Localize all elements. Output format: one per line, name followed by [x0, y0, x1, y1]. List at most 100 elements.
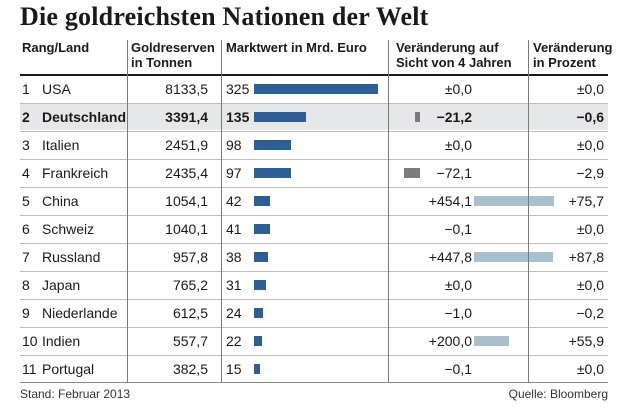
- change-pct-cell: −0,2: [576, 305, 604, 321]
- header-reserves-line1: Goldreserven: [131, 40, 215, 55]
- market-value-label: 24: [226, 305, 242, 321]
- country-cell: Schweiz: [42, 221, 95, 237]
- row-divider: [20, 215, 608, 216]
- reserves-cell: 382,5: [172, 361, 208, 377]
- change-4y-cell: −0,1: [444, 221, 472, 237]
- market-value-bar: [254, 112, 306, 122]
- row-divider: [20, 327, 608, 328]
- footer-date: Stand: Februar 2013: [20, 387, 131, 401]
- row-divider: [20, 355, 608, 356]
- column-divider: [528, 40, 529, 382]
- change-4y-cell: −21,2: [436, 109, 472, 125]
- reserves-cell: 612,5: [172, 305, 208, 321]
- rank-cell: 7: [22, 249, 30, 265]
- country-cell: Niederlande: [42, 305, 118, 321]
- change-pct-cell: ±0,0: [576, 277, 604, 293]
- header-change-pct: Veränderung in Prozent: [533, 40, 612, 70]
- market-value-bar: [254, 280, 266, 290]
- country-cell: Japan: [42, 277, 81, 293]
- table-row: 7 Russland 957,8 38 +447,8 +87,8: [20, 244, 608, 270]
- header-change-4y-line2: Sicht von 4 Jahren: [396, 55, 512, 70]
- row-divider: [20, 159, 608, 160]
- market-value-bar: [254, 196, 271, 206]
- change-pct-cell: ±0,0: [576, 137, 604, 153]
- market-value-label: 98: [226, 137, 242, 153]
- reserves-cell: 2451,9: [165, 137, 208, 153]
- reserves-cell: 765,2: [172, 277, 208, 293]
- market-value-bar: [254, 140, 292, 150]
- header-market: Marktwert in Mrd. Euro: [226, 40, 367, 55]
- country-cell: Portugal: [42, 361, 95, 377]
- change-pct-cell: −0,6: [576, 109, 604, 125]
- market-value-label: 325: [226, 81, 250, 97]
- market-value-label: 15: [226, 361, 242, 377]
- market-value-label: 22: [226, 333, 242, 349]
- row-divider: [20, 131, 608, 132]
- country-cell: Russland: [42, 249, 101, 265]
- change-4y-bar: [404, 168, 420, 178]
- table-row: 3 Italien 2451,9 98 ±0,0 ±0,0: [20, 132, 608, 158]
- market-value-bar: [254, 168, 291, 178]
- table-row: 9 Niederlande 612,5 24 −1,0 −0,2: [20, 300, 608, 326]
- footer-source: Quelle: Bloomberg: [508, 387, 608, 401]
- change-4y-cell: ±0,0: [444, 137, 472, 153]
- table-row: 8 Japan 765,2 31 ±0,0 ±0,0: [20, 272, 608, 298]
- reserves-cell: 1054,1: [165, 193, 208, 209]
- market-value-bar: [254, 364, 260, 374]
- rank-cell: 11: [22, 361, 37, 377]
- change-4y-cell: −1,0: [444, 305, 472, 321]
- rank-cell: 10: [22, 333, 38, 349]
- country-cell: Indien: [42, 333, 81, 349]
- country-cell: Deutschland: [42, 109, 127, 125]
- change-pct-cell: ±0,0: [576, 221, 604, 237]
- market-value-bar: [254, 84, 378, 94]
- country-cell: Italien: [42, 137, 80, 153]
- header-reserves: Goldreserven in Tonnen: [131, 40, 215, 70]
- market-value-label: 38: [226, 249, 242, 265]
- table-row: 6 Schweiz 1040,1 41 −0,1 ±0,0: [20, 216, 608, 242]
- header-land: Rang/Land: [22, 40, 90, 55]
- row-divider: [20, 271, 608, 272]
- row-divider: [20, 243, 608, 244]
- market-value-label: 42: [226, 193, 242, 209]
- market-value-bar: [254, 308, 264, 318]
- change-4y-cell: −0,1: [444, 361, 472, 377]
- market-value-label: 31: [226, 277, 242, 293]
- change-4y-cell: ±0,0: [444, 81, 472, 97]
- row-divider: [20, 103, 608, 104]
- market-value-label: 97: [226, 165, 242, 181]
- header-change-4y: Veränderung auf Sicht von 4 Jahren: [396, 40, 512, 70]
- market-value-label: 135: [226, 109, 250, 125]
- row-divider: [20, 187, 608, 188]
- market-value-bar: [254, 252, 269, 262]
- change-4y-cell: ±0,0: [444, 277, 472, 293]
- table-row: 4 Frankreich 2435,4 97 −72,1 −2,9: [20, 160, 608, 186]
- reserves-cell: 557,7: [172, 333, 208, 349]
- chart-title: Die goldreichsten Nationen der Welt: [20, 2, 429, 31]
- column-divider: [127, 40, 128, 382]
- reserves-cell: 957,8: [172, 249, 208, 265]
- rank-cell: 5: [22, 193, 30, 209]
- header-reserves-line2: in Tonnen: [131, 55, 193, 70]
- rank-cell: 2: [22, 109, 30, 125]
- rank-cell: 4: [22, 165, 30, 181]
- row-divider: [20, 299, 608, 300]
- table-row: 11 Portugal 382,5 15 −0,1 ±0,0: [20, 356, 608, 382]
- change-pct-cell: +87,8: [568, 249, 604, 265]
- rank-cell: 6: [22, 221, 30, 237]
- rank-cell: 1: [22, 81, 30, 97]
- change-4y-cell: +200,0: [428, 333, 472, 349]
- rank-cell: 9: [22, 305, 30, 321]
- change-4y-cell: +454,1: [428, 193, 472, 209]
- footer-rule: [20, 382, 608, 383]
- change-4y-cell: −72,1: [436, 165, 472, 181]
- header-rule: [20, 74, 608, 76]
- table-row: 1 USA 8133,5 325 ±0,0 ±0,0: [20, 76, 608, 102]
- change-4y-bar: [415, 112, 420, 122]
- change-pct-cell: ±0,0: [576, 81, 604, 97]
- change-4y-bar: [474, 196, 554, 206]
- market-value-bar: [254, 224, 270, 234]
- country-cell: USA: [42, 81, 71, 97]
- change-4y-bar: [474, 252, 553, 262]
- table-row: 2 Deutschland 3391,4 135 −21,2 −0,6: [20, 104, 608, 130]
